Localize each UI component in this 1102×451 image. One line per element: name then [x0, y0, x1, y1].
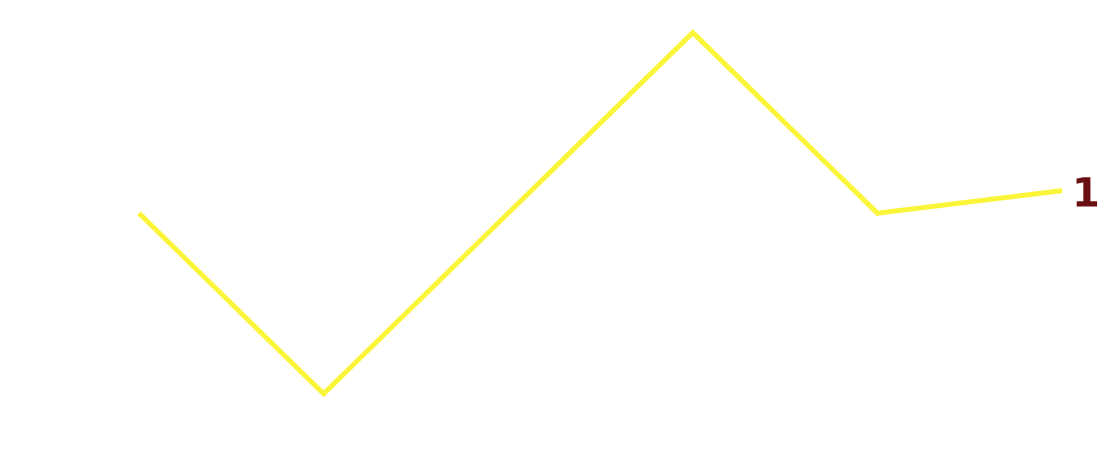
series-lines	[137, 29, 1063, 398]
end-value-label: 13	[1072, 171, 1102, 217]
series-line-0	[137, 29, 1063, 398]
